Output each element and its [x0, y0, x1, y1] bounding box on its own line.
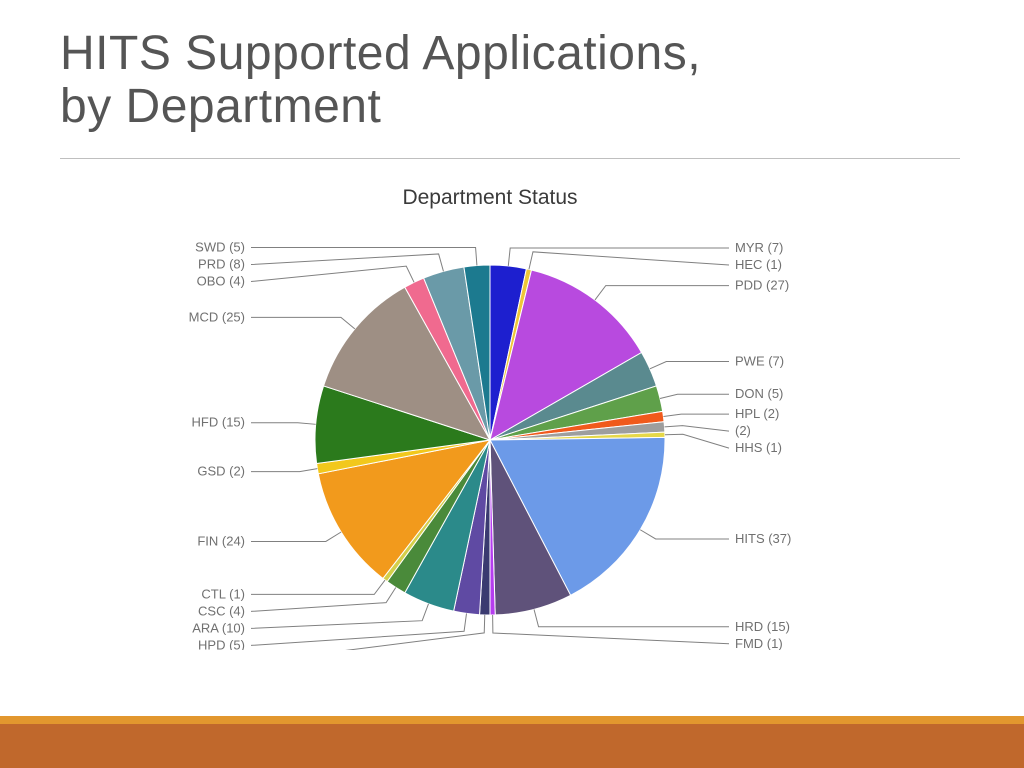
slice-label: (2)	[735, 423, 751, 438]
leader-line	[251, 317, 355, 328]
slice-label: GSD (2)	[197, 464, 245, 479]
footer-bar	[0, 724, 1024, 768]
slice-label: HPD (5)	[198, 637, 245, 650]
leader-line	[251, 587, 396, 611]
leader-line	[251, 254, 443, 271]
slice-label: MCD (25)	[189, 309, 245, 324]
slice-label: HHS (1)	[735, 440, 782, 455]
leader-line	[650, 361, 729, 368]
slice-label: CTL (1)	[201, 586, 245, 601]
slice-label: PDD (27)	[735, 278, 789, 293]
slice-label: MYR (7)	[735, 240, 783, 255]
slice-label: ARA (10)	[192, 620, 245, 635]
slice-label: HFD (15)	[192, 415, 245, 430]
leader-line	[665, 434, 729, 448]
slice-label: DON (5)	[735, 386, 783, 401]
chart-title: Department Status	[170, 186, 810, 210]
leader-line	[251, 423, 316, 425]
slide-title: HITS Supported Applications,by Departmen…	[60, 28, 701, 134]
slice-label: PRD (8)	[198, 257, 245, 272]
title-line-1: HITS Supported Applications,by Departmen…	[60, 28, 701, 134]
slice-label: CSC (4)	[198, 603, 245, 618]
leader-line	[663, 414, 729, 416]
slide: HITS Supported Applications,by Departmen…	[0, 0, 1024, 768]
leader-line	[251, 613, 467, 645]
leader-line	[251, 469, 317, 472]
leader-line	[660, 394, 729, 398]
leader-line	[665, 426, 729, 432]
leader-line	[493, 615, 729, 644]
leader-line	[534, 609, 729, 626]
pie-chart-container: Department Status MYR (7) HEC (1) PDD (27)…	[170, 180, 810, 650]
pie-chart: MYR (7) HEC (1) PDD (27) PWE (7) DON (5) HPL …	[170, 210, 810, 650]
leader-line	[529, 252, 729, 270]
slice-label: FMD (1)	[735, 636, 783, 650]
slice-label: HEC (1)	[735, 257, 782, 272]
title-underline	[60, 158, 960, 159]
leader-line	[640, 530, 729, 539]
slice-label: SWD (5)	[195, 240, 245, 255]
leader-line	[251, 266, 414, 282]
leader-line	[595, 286, 729, 300]
leader-line	[251, 604, 429, 629]
slice-label: PWE (7)	[735, 353, 784, 368]
slice-label: FIN (24)	[197, 533, 245, 548]
slice-label: HRD (15)	[735, 619, 790, 634]
slice-label: HPL (2)	[735, 406, 779, 421]
leader-line	[251, 532, 341, 541]
slice-label: OBO (4)	[197, 274, 245, 289]
slice-label: HITS (37)	[735, 531, 791, 546]
footer-accent-strip	[0, 716, 1024, 724]
leader-line	[251, 580, 385, 594]
